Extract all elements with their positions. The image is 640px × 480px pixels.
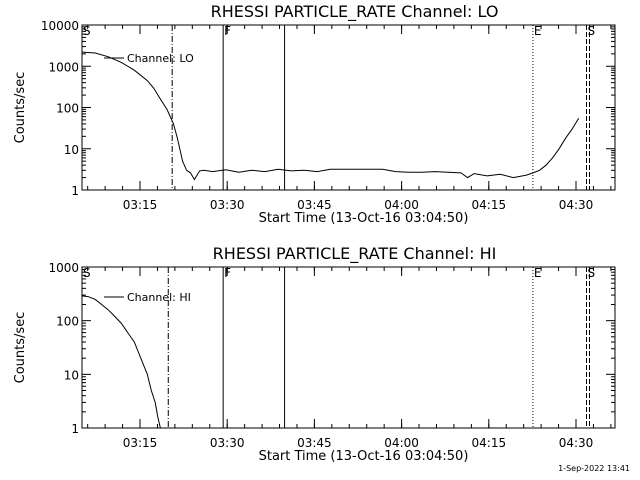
chart-panel-hi: RHESSI PARTICLE_RATE Channel: HI 1 10 100 10… (13, 244, 616, 464)
chart-title: RHESSI PARTICLE_RATE Channel: HI (213, 244, 497, 264)
y-tick-label: 10 (64, 143, 79, 157)
y-axis-label: Counts/sec (13, 312, 28, 384)
event-marker-label: S (588, 266, 596, 280)
event-marker-label: E (534, 266, 542, 280)
y-tick-label: 1000 (48, 261, 79, 275)
event-marker-label: S (83, 24, 91, 38)
plot-frame (81, 266, 616, 429)
y-axis-label: Counts/sec (13, 72, 28, 144)
event-marker-label: F (224, 24, 231, 38)
x-tick-label: 03:15 (123, 198, 158, 212)
event-marker-label: F (224, 266, 231, 280)
x-tick-label: 04:15 (472, 198, 507, 212)
x-tick-label: 04:15 (472, 436, 507, 450)
x-tick-label: 03:45 (297, 198, 332, 212)
x-tick-label: 03:45 (297, 436, 332, 450)
y-tick-label: 1 (71, 184, 79, 198)
y-tick-label: 10 (64, 368, 79, 382)
x-axis-label: Start Time (13-Oct-16 03:04:50) (259, 449, 469, 464)
event-marker-label: E (534, 24, 542, 38)
y-tick-label: 100 (56, 102, 79, 116)
series-line (81, 51, 580, 181)
y-tick-label: 10000 (41, 19, 79, 33)
y-tick-label: 1 (71, 422, 79, 436)
x-tick-label: 04:00 (384, 198, 419, 212)
legend-label: Channel: LO (127, 52, 194, 65)
x-tick-label: 04:30 (559, 198, 594, 212)
event-marker-label: S (588, 24, 596, 38)
x-tick-label: 04:30 (559, 436, 594, 450)
y-tick-label: 1000 (48, 60, 79, 74)
y-tick-label: 100 (56, 315, 79, 329)
plot-frame (81, 24, 616, 191)
x-tick-label: 04:00 (384, 436, 419, 450)
series-line (81, 295, 161, 429)
event-marker-label: S (83, 266, 91, 280)
x-axis-label: Start Time (13-Oct-16 03:04:50) (259, 211, 469, 226)
timestamp-stamp: 1-Sep-2022 13:41 (558, 464, 630, 473)
legend-label: Channel: HI (127, 291, 191, 304)
chart-title: RHESSI PARTICLE_RATE Channel: LO (211, 2, 499, 22)
chart-panel-lo: RHESSI PARTICLE_RATE Channel: LO 1 10 100 10… (13, 2, 616, 226)
x-tick-label: 03:30 (210, 436, 245, 450)
x-tick-label: 03:30 (210, 198, 245, 212)
x-tick-label: 03:15 (123, 436, 158, 450)
